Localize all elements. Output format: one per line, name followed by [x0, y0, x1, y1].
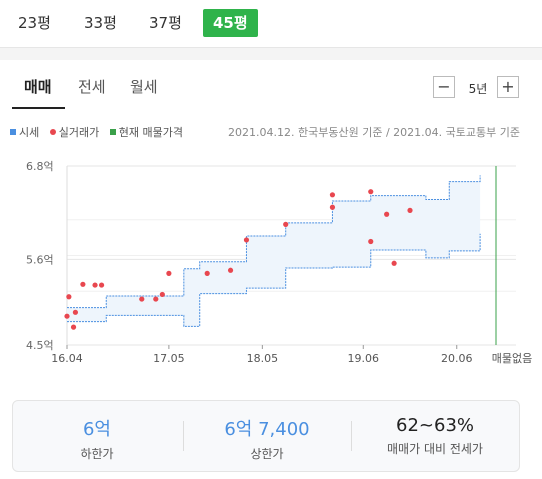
x-end-label: 매물없음	[492, 352, 532, 365]
price-band-area	[67, 175, 481, 327]
actual-trade-point	[391, 260, 397, 266]
lower-price-stat: 6억 하한가	[13, 415, 181, 462]
actual-trade-point	[70, 324, 77, 330]
actual-trade-point	[64, 313, 70, 319]
size-tab-bar: 23평 33평 37평 45평	[0, 0, 542, 48]
x-tick-label: 19.06	[348, 352, 380, 365]
tab-jeonse[interactable]: 전세	[78, 78, 106, 96]
price-summary: 6억 하한가 6억 7,400 상한가 62~63% 매매가 대비 전세가	[12, 400, 520, 472]
actual-trade-point	[204, 270, 210, 276]
chart-legend: 시세 실거래가 현재 매물가격	[10, 124, 183, 140]
period-value: 5년	[468, 82, 488, 96]
upper-price-label: 상한가	[250, 447, 284, 461]
period-increase-button[interactable]: +	[497, 76, 519, 98]
jeonse-ratio-value: 62~63%	[396, 415, 474, 436]
legend-actual: 실거래가	[58, 126, 100, 139]
x-tick-label: 17.05	[153, 352, 185, 365]
actual-trade-point	[159, 291, 165, 298]
lower-band-line	[67, 233, 481, 327]
actual-trade-point	[66, 294, 72, 300]
actual-trade-point	[98, 282, 105, 288]
jeonse-ratio-stat: 62~63% 매매가 대비 전세가	[351, 415, 519, 457]
dot-icon	[49, 129, 56, 135]
actual-trade-point	[329, 192, 336, 198]
actual-trade-point	[80, 281, 86, 287]
upper-price-value: 6억 7,400	[224, 419, 310, 440]
divider	[183, 421, 184, 451]
y-tick-label: 4.5억	[26, 339, 54, 352]
divider	[351, 421, 352, 451]
square-icon	[10, 129, 16, 135]
actual-trade-point	[227, 267, 234, 273]
size-tab-23[interactable]: 23평	[18, 14, 51, 32]
lower-price-label: 하한가	[80, 447, 114, 461]
actual-trade-point	[153, 296, 159, 302]
source-note: 2021.04.12. 한국부동산원 기준 / 2021.04. 국토교통부 기…	[228, 126, 520, 139]
deal-type-tabs: 매매 전세 월세	[0, 60, 542, 109]
actual-trade-point	[166, 270, 172, 276]
section-gap	[0, 48, 542, 60]
actual-trade-point	[72, 309, 79, 315]
actual-trade-point	[407, 207, 413, 213]
jeonse-ratio-label: 매매가 대비 전세가	[387, 442, 483, 456]
legend-current: 현재 매물가격	[118, 126, 183, 139]
size-tab-33[interactable]: 33평	[84, 14, 117, 32]
actual-trade-point	[139, 296, 145, 302]
actual-trade-point	[384, 211, 390, 217]
y-tick-label: 5.6억	[26, 253, 54, 266]
actual-trade-point	[368, 189, 374, 195]
upper-price-stat: 6억 7,400 상한가	[183, 415, 351, 462]
tab-monthly-rent[interactable]: 월세	[130, 78, 158, 96]
actual-trade-point	[92, 282, 98, 288]
square-icon	[109, 129, 116, 135]
period-decrease-button[interactable]: −	[433, 76, 455, 98]
tab-sale[interactable]: 매매	[24, 78, 52, 96]
active-tab-underline	[12, 107, 65, 109]
x-tick-label: 20.06	[441, 352, 473, 365]
size-tab-37[interactable]: 37평	[149, 14, 182, 32]
actual-trade-point	[283, 221, 289, 227]
size-tab-45[interactable]: 45평	[203, 9, 258, 37]
lower-price-value: 6억	[82, 419, 111, 440]
x-tick-label: 18.05	[247, 352, 279, 365]
actual-trade-point	[329, 204, 336, 210]
actual-trade-point	[368, 238, 374, 245]
actual-trade-point	[243, 237, 250, 243]
legend-market: 시세	[19, 126, 40, 139]
y-tick-label: 6.8억	[26, 160, 54, 173]
x-tick-label: 16.04	[51, 352, 83, 365]
